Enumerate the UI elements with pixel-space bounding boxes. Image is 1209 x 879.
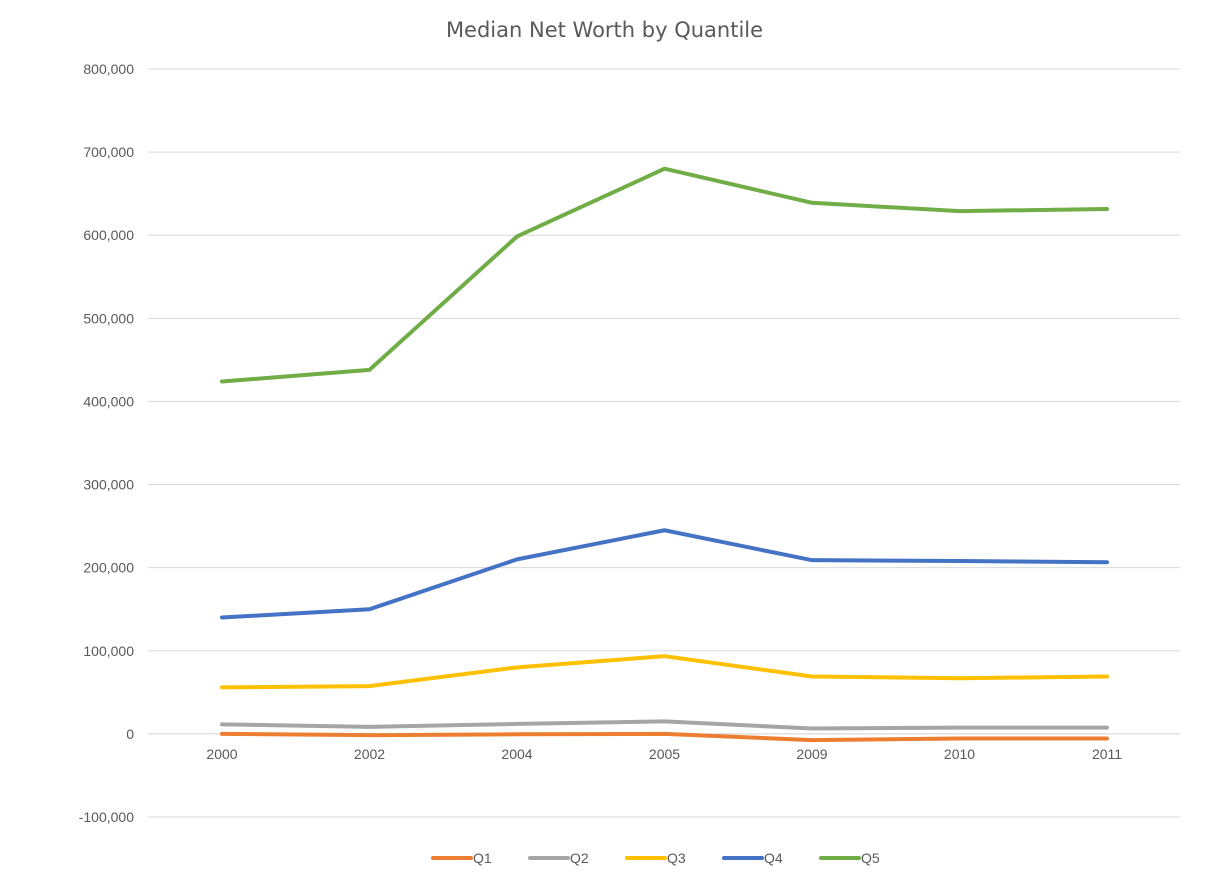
x-tick-label: 2004 bbox=[501, 746, 532, 762]
x-tick-label: 2002 bbox=[354, 746, 385, 762]
legend-label-q2: Q2 bbox=[570, 850, 589, 866]
chart-title: Median Net Worth by Quantile bbox=[445, 18, 764, 42]
legend-label-q4: Q4 bbox=[764, 850, 783, 866]
legend-label-q3: Q3 bbox=[667, 850, 686, 866]
y-tick-label: 600,000 bbox=[83, 227, 134, 243]
y-tick-label: -100,000 bbox=[79, 809, 134, 825]
y-tick-label: 400,000 bbox=[83, 393, 134, 409]
series-line-q5 bbox=[220, 166, 1109, 384]
x-tick-label: 2009 bbox=[796, 746, 827, 762]
y-tick-label: 300,000 bbox=[83, 477, 134, 493]
x-tick-label: 2000 bbox=[206, 746, 237, 762]
legend-label-q5: Q5 bbox=[861, 850, 880, 866]
series-line-q2 bbox=[220, 719, 1109, 731]
series-line-q3 bbox=[220, 654, 1109, 690]
y-tick-label: 200,000 bbox=[83, 560, 134, 576]
y-tick-label: 100,000 bbox=[83, 643, 134, 659]
series-line-q4 bbox=[220, 528, 1109, 620]
y-tick-label: 800,000 bbox=[83, 61, 134, 77]
series-line-q1 bbox=[220, 731, 1109, 743]
x-tick-label: 2010 bbox=[944, 746, 975, 762]
x-tick-label: 2005 bbox=[649, 746, 680, 762]
y-tick-label: 500,000 bbox=[83, 310, 134, 326]
legend-label-q1: Q1 bbox=[473, 850, 492, 866]
x-tick-label: 2011 bbox=[1092, 746, 1122, 762]
y-tick-label: 700,000 bbox=[83, 144, 134, 160]
y-tick-label: 0 bbox=[126, 726, 134, 742]
